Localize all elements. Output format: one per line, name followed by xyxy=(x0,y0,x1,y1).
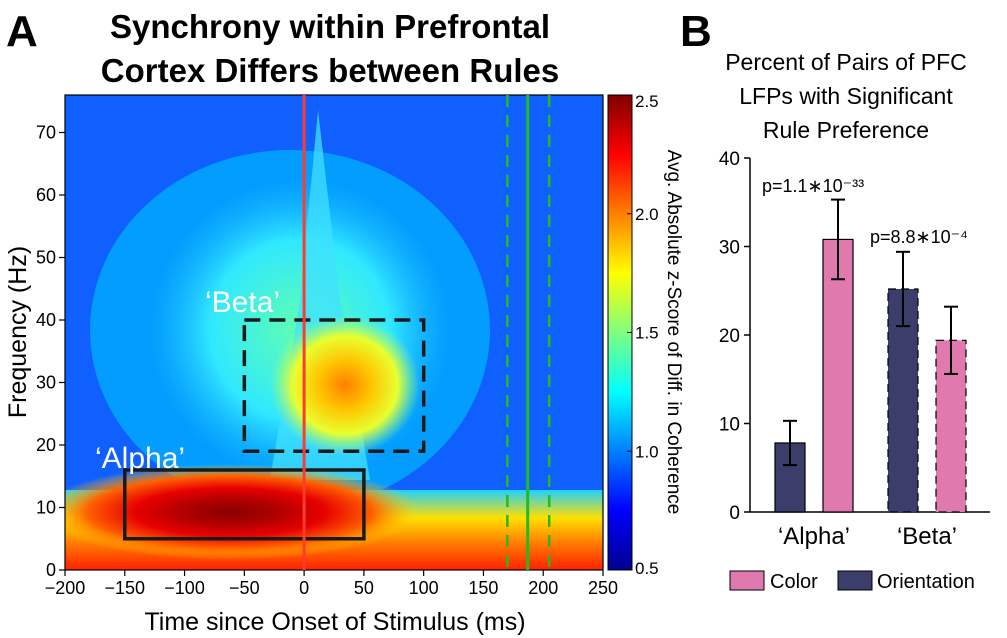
pvalue-beta: p=8.8∗10⁻⁴ xyxy=(870,227,968,247)
y-tick-label: 30 xyxy=(36,373,56,393)
y-tick-label: 50 xyxy=(36,248,56,268)
beta-box-label: ‘Beta’ xyxy=(205,286,280,319)
colorbar-tick-label: 1.5 xyxy=(635,324,659,343)
heatmap-beta-region xyxy=(270,315,420,455)
heatmap-frame xyxy=(64,94,604,571)
bar-y-tick-label: 0 xyxy=(729,503,740,524)
heatmap-axes: −200 −150 −100 −50 0 50 100 150 200 250 0 10 20 30 40 5… xyxy=(36,123,618,599)
y-tick-label: 10 xyxy=(36,498,56,518)
panel-b-letter: B xyxy=(680,7,712,56)
bar-y-tick-label: 30 xyxy=(719,238,740,259)
bar-y-tick-label: 20 xyxy=(719,326,740,347)
y-tick-label: 0 xyxy=(46,560,56,580)
legend-color-swatch xyxy=(729,570,765,591)
pvalue-alpha: p=1.1∗10⁻³³ xyxy=(762,176,864,196)
y-tick-label: 60 xyxy=(36,185,56,205)
bar-color-0 xyxy=(822,238,854,513)
x-tick-label: 200 xyxy=(528,578,558,598)
bar-marks: ‘Alpha’ ‘Beta’ xyxy=(774,198,967,550)
panel-b-title-line2: LFPs with Significant xyxy=(739,83,953,109)
x-tick-label: −150 xyxy=(105,578,146,598)
heatmap-overlays xyxy=(123,95,551,570)
region-box-beta xyxy=(242,318,426,453)
colorbar-ticks: 0.5 1.0 1.5 2.0 2.5 xyxy=(627,92,659,578)
colorbar-tick-label: 0.5 xyxy=(635,559,659,578)
alpha-box-label: ‘Alpha’ xyxy=(95,442,185,475)
heatmap xyxy=(65,95,603,570)
x-tick-label: −100 xyxy=(164,578,205,598)
heatmap-ylabel: Frequency (Hz) xyxy=(4,246,32,418)
y-tick-label: 70 xyxy=(36,123,56,143)
bar-category-label: ‘Beta’ xyxy=(897,523,957,550)
panel-a-title-line2: Cortex Differs between Rules xyxy=(101,52,559,89)
panel-a-letter: A xyxy=(6,7,38,56)
x-tick-label: 100 xyxy=(409,578,439,598)
x-tick-label: 150 xyxy=(468,578,498,598)
legend-orientation-swatch xyxy=(837,570,873,591)
y-tick-label: 20 xyxy=(36,435,56,455)
x-tick-label: 50 xyxy=(354,578,374,598)
heatmap-xlabel: Time since Onset of Stimulus (ms) xyxy=(144,608,525,636)
colorbar-tick-label: 1.0 xyxy=(635,442,659,461)
bar-y-tick-label: 40 xyxy=(719,149,740,170)
bar-category-label: ‘Alpha’ xyxy=(778,523,850,550)
legend-orientation-label: Orientation xyxy=(877,571,975,593)
panel-a-title-line1: Synchrony within Prefrontal xyxy=(110,8,550,45)
x-tick-label: −50 xyxy=(229,578,260,598)
heatmap-alpha-region xyxy=(65,464,420,560)
colorbar-label: Avg. Absolute z-Score of Diff. in Cohere… xyxy=(663,150,684,515)
colorbar-tick-label: 2.0 xyxy=(635,205,659,224)
x-tick-label: 250 xyxy=(588,578,618,598)
panel-b-title-line3: Rule Preference xyxy=(763,117,929,143)
panel-b-title-line1: Percent of Pairs of PFC xyxy=(725,49,967,75)
legend-color-label: Color xyxy=(770,571,818,593)
x-tick-label: 0 xyxy=(299,578,309,598)
x-tick-label: −200 xyxy=(45,578,86,598)
colorbar-tick-label: 2.5 xyxy=(635,92,659,111)
y-tick-label: 40 xyxy=(36,310,56,330)
region-box-alpha xyxy=(123,468,366,541)
bar-y-tick-label: 10 xyxy=(719,415,740,436)
